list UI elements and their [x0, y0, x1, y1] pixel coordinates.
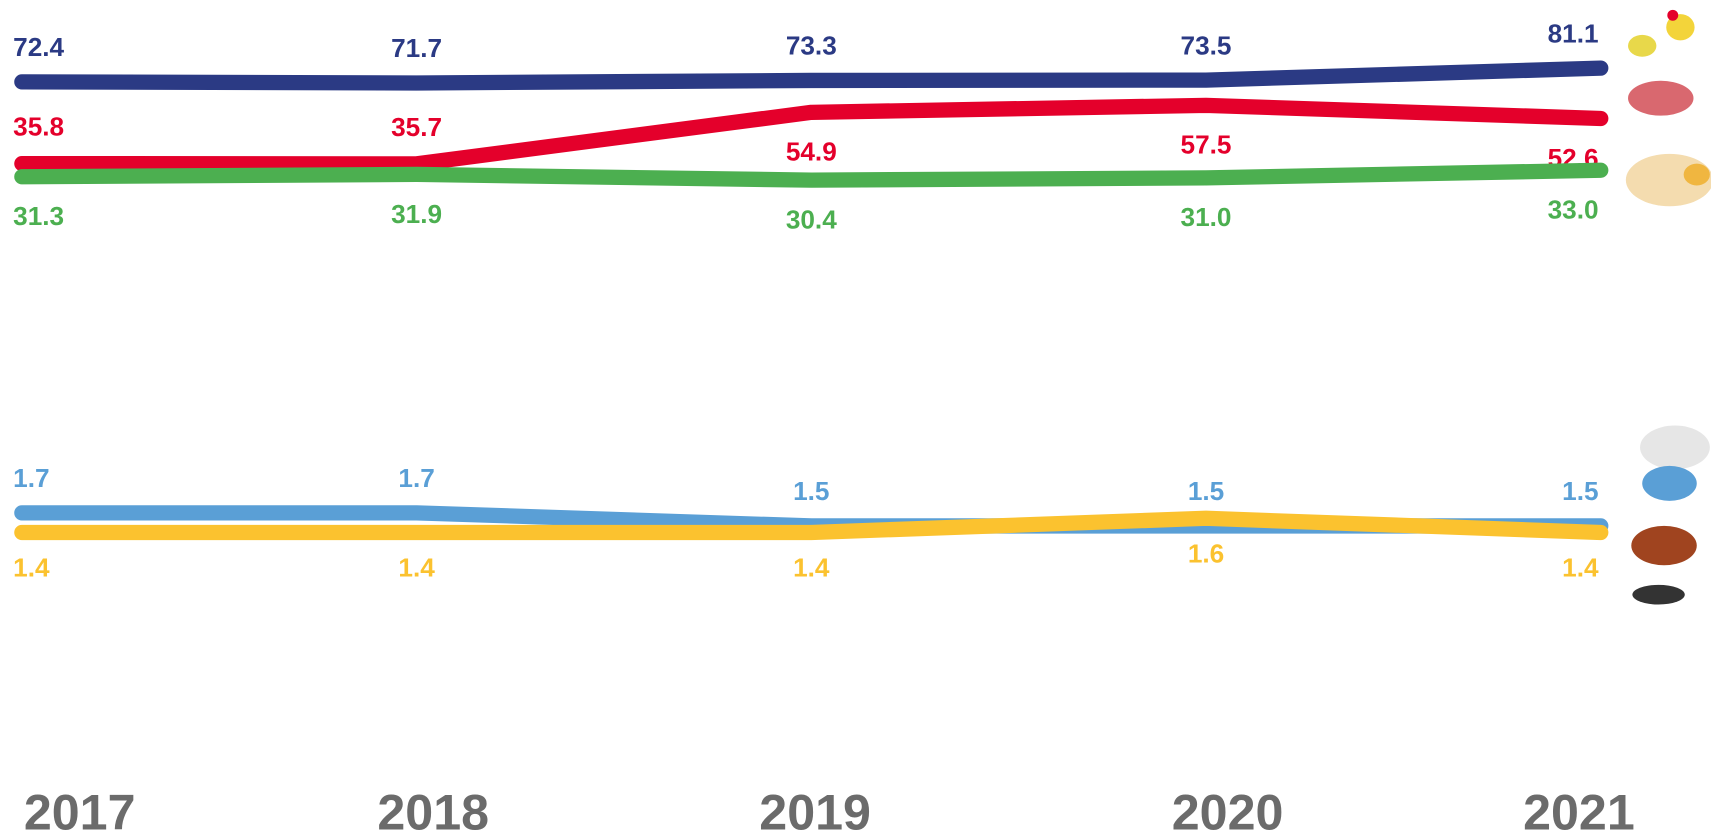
value-label: 1.5: [1188, 476, 1224, 506]
series-line: [22, 68, 1601, 83]
value-label: 1.4: [13, 552, 50, 582]
page: 72.471.773.373.581.135.835.754.957.552.6…: [0, 0, 1711, 838]
value-label: 57.5: [1181, 130, 1232, 160]
value-label: 31.9: [391, 199, 442, 229]
x-tick-label: 2019: [759, 784, 871, 838]
comb-icon: [1667, 10, 1678, 21]
value-label: 81.1: [1548, 18, 1599, 48]
value-label: 1.7: [13, 463, 49, 493]
value-label: 73.3: [786, 31, 837, 61]
value-label: 1.7: [398, 463, 434, 493]
value-label: 1.6: [1188, 538, 1224, 568]
value-label: 1.5: [793, 476, 829, 506]
series-line: [22, 170, 1601, 180]
value-label: 31.3: [13, 201, 64, 231]
value-label: 54.9: [786, 137, 837, 167]
horse-icon: [1631, 526, 1696, 565]
value-label: 1.5: [1562, 476, 1598, 506]
rock-icon: [1632, 585, 1684, 605]
value-label: 33.0: [1548, 195, 1599, 225]
value-label: 73.5: [1181, 30, 1232, 60]
x-tick-label: 2018: [377, 784, 489, 838]
cow-spot-icon: [1684, 164, 1710, 186]
value-label: 71.7: [391, 33, 442, 63]
sheep-icon: [1642, 466, 1697, 501]
value-label: 31.0: [1181, 202, 1232, 232]
x-tick-label: 2017: [24, 784, 136, 838]
icons: [1626, 10, 1711, 605]
goat-icon: [1640, 426, 1710, 470]
value-label: 1.4: [1562, 552, 1599, 582]
value-label: 1.4: [793, 552, 830, 582]
pig-icon: [1628, 81, 1693, 116]
chart: 72.471.773.373.581.135.835.754.957.552.6…: [0, 0, 1711, 838]
value-label: 72.4: [13, 32, 64, 62]
chick-icon: [1628, 35, 1656, 57]
value-label: 1.4: [398, 552, 435, 582]
x-tick-label: 2020: [1172, 784, 1284, 838]
value-label: 35.7: [391, 112, 442, 142]
value-label: 30.4: [786, 205, 837, 235]
x-tick-label: 2021: [1523, 784, 1635, 838]
value-label: 35.8: [13, 112, 64, 142]
